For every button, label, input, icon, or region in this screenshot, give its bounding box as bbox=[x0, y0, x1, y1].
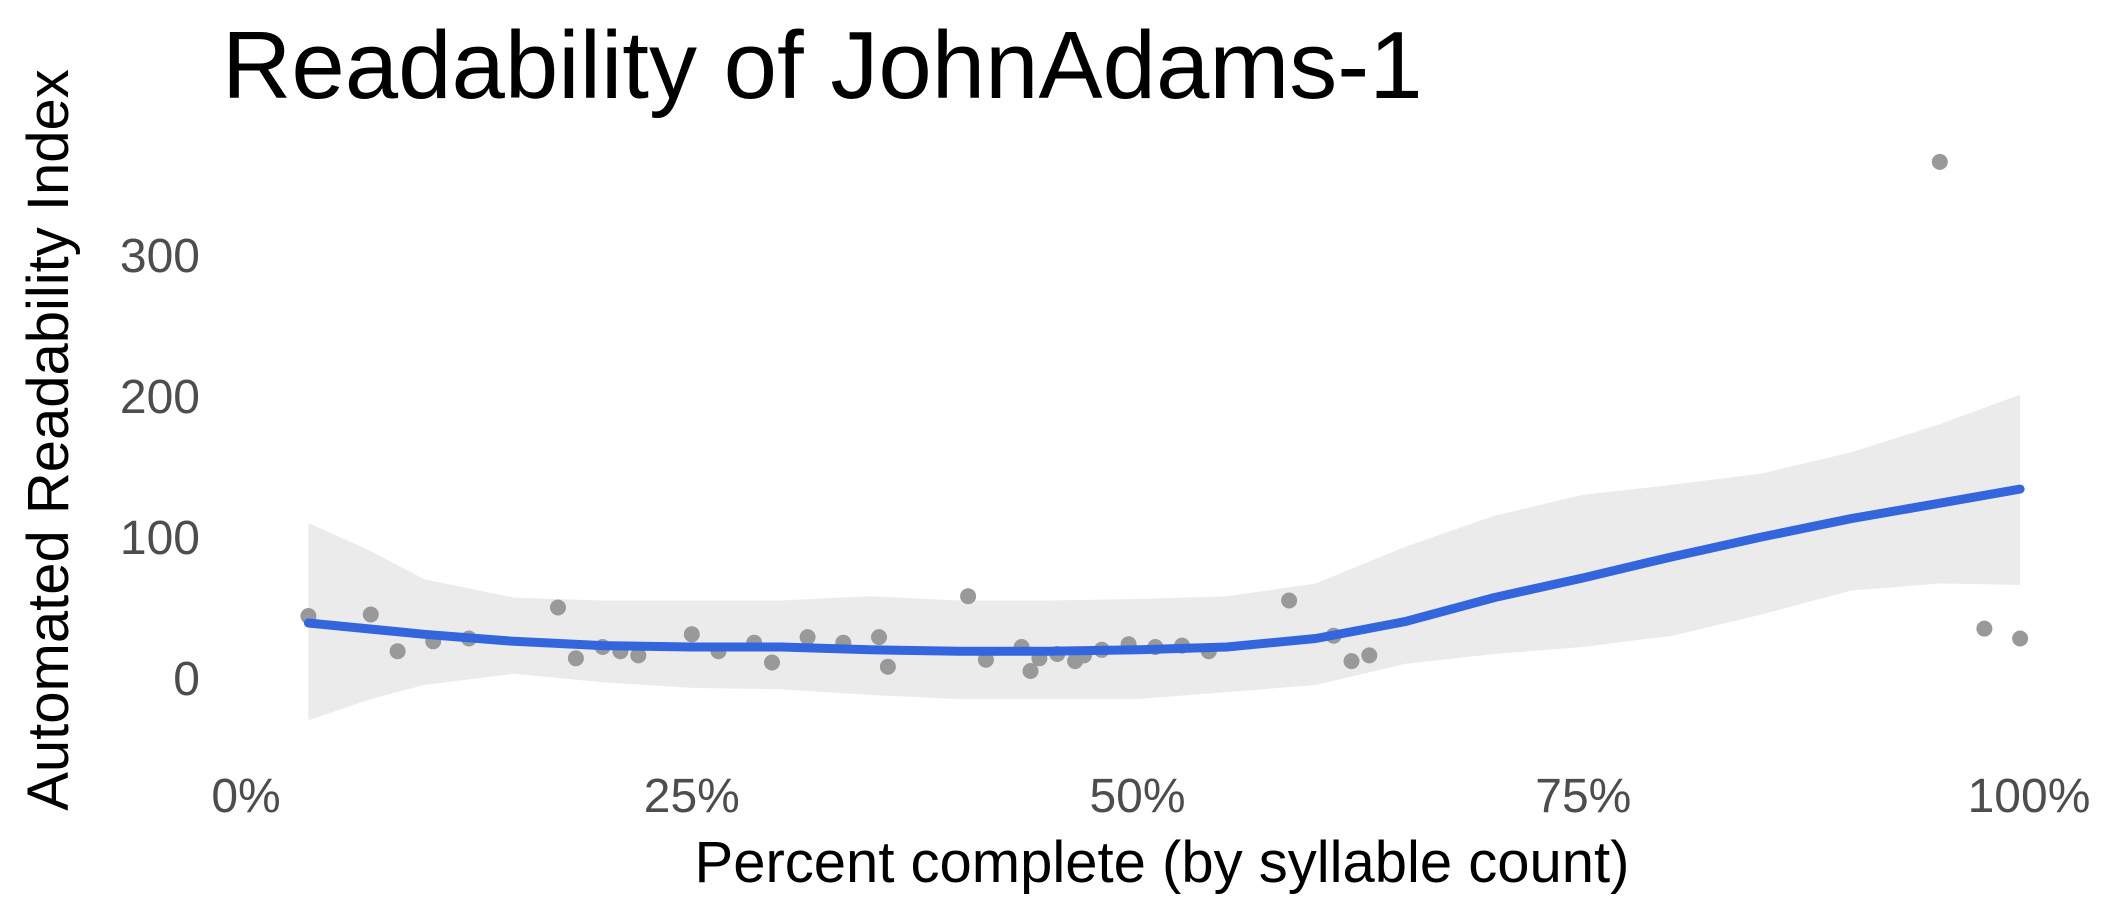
data-point-18 bbox=[879, 658, 896, 675]
data-point-37 bbox=[1976, 620, 1993, 637]
data-point-20 bbox=[977, 651, 994, 668]
y-tick-labels: 0 100 200 300 bbox=[120, 230, 200, 706]
data-point-7 bbox=[567, 650, 584, 667]
data-point-6 bbox=[550, 599, 566, 616]
x-tick-label: 75% bbox=[1535, 770, 1631, 823]
x-tick-label: 25% bbox=[644, 770, 740, 823]
x-tick-labels: 0% 25% 50% 75% 100% bbox=[211, 770, 2090, 823]
smooth-trend-line bbox=[303, 484, 2025, 656]
data-point-10 bbox=[630, 647, 647, 664]
data-point-35 bbox=[1361, 647, 1378, 664]
chart-title: Readability of JohnAdams-1 bbox=[222, 12, 1423, 119]
x-tick-label: 50% bbox=[1089, 770, 1185, 823]
y-tick-label: 0 bbox=[173, 653, 200, 706]
data-point-14 bbox=[764, 654, 780, 671]
data-point-3 bbox=[389, 643, 406, 660]
x-axis-title: Percent complete (by syllable count) bbox=[695, 830, 1630, 895]
data-point-36 bbox=[1931, 153, 1948, 170]
data-point-2 bbox=[362, 606, 379, 623]
y-tick-label: 200 bbox=[120, 371, 200, 424]
data-point-34 bbox=[1343, 653, 1360, 670]
data-point-19 bbox=[960, 588, 977, 605]
data-point-15 bbox=[799, 629, 816, 646]
data-point-38 bbox=[2012, 630, 2029, 647]
data-point-17 bbox=[871, 629, 887, 646]
confidence-band-layer bbox=[308, 394, 2021, 721]
data-point-32 bbox=[1281, 592, 1298, 609]
data-point-22 bbox=[1022, 663, 1039, 679]
y-axis-title: Automated Readability Index bbox=[16, 69, 81, 811]
smooth-line-layer bbox=[303, 484, 2025, 656]
y-tick-label: 300 bbox=[120, 230, 200, 283]
x-tick-label: 0% bbox=[211, 770, 280, 823]
data-point-11 bbox=[683, 626, 700, 643]
x-tick-label: 100% bbox=[1968, 770, 2091, 823]
confidence-band bbox=[308, 394, 2021, 721]
y-tick-label: 100 bbox=[120, 512, 200, 565]
